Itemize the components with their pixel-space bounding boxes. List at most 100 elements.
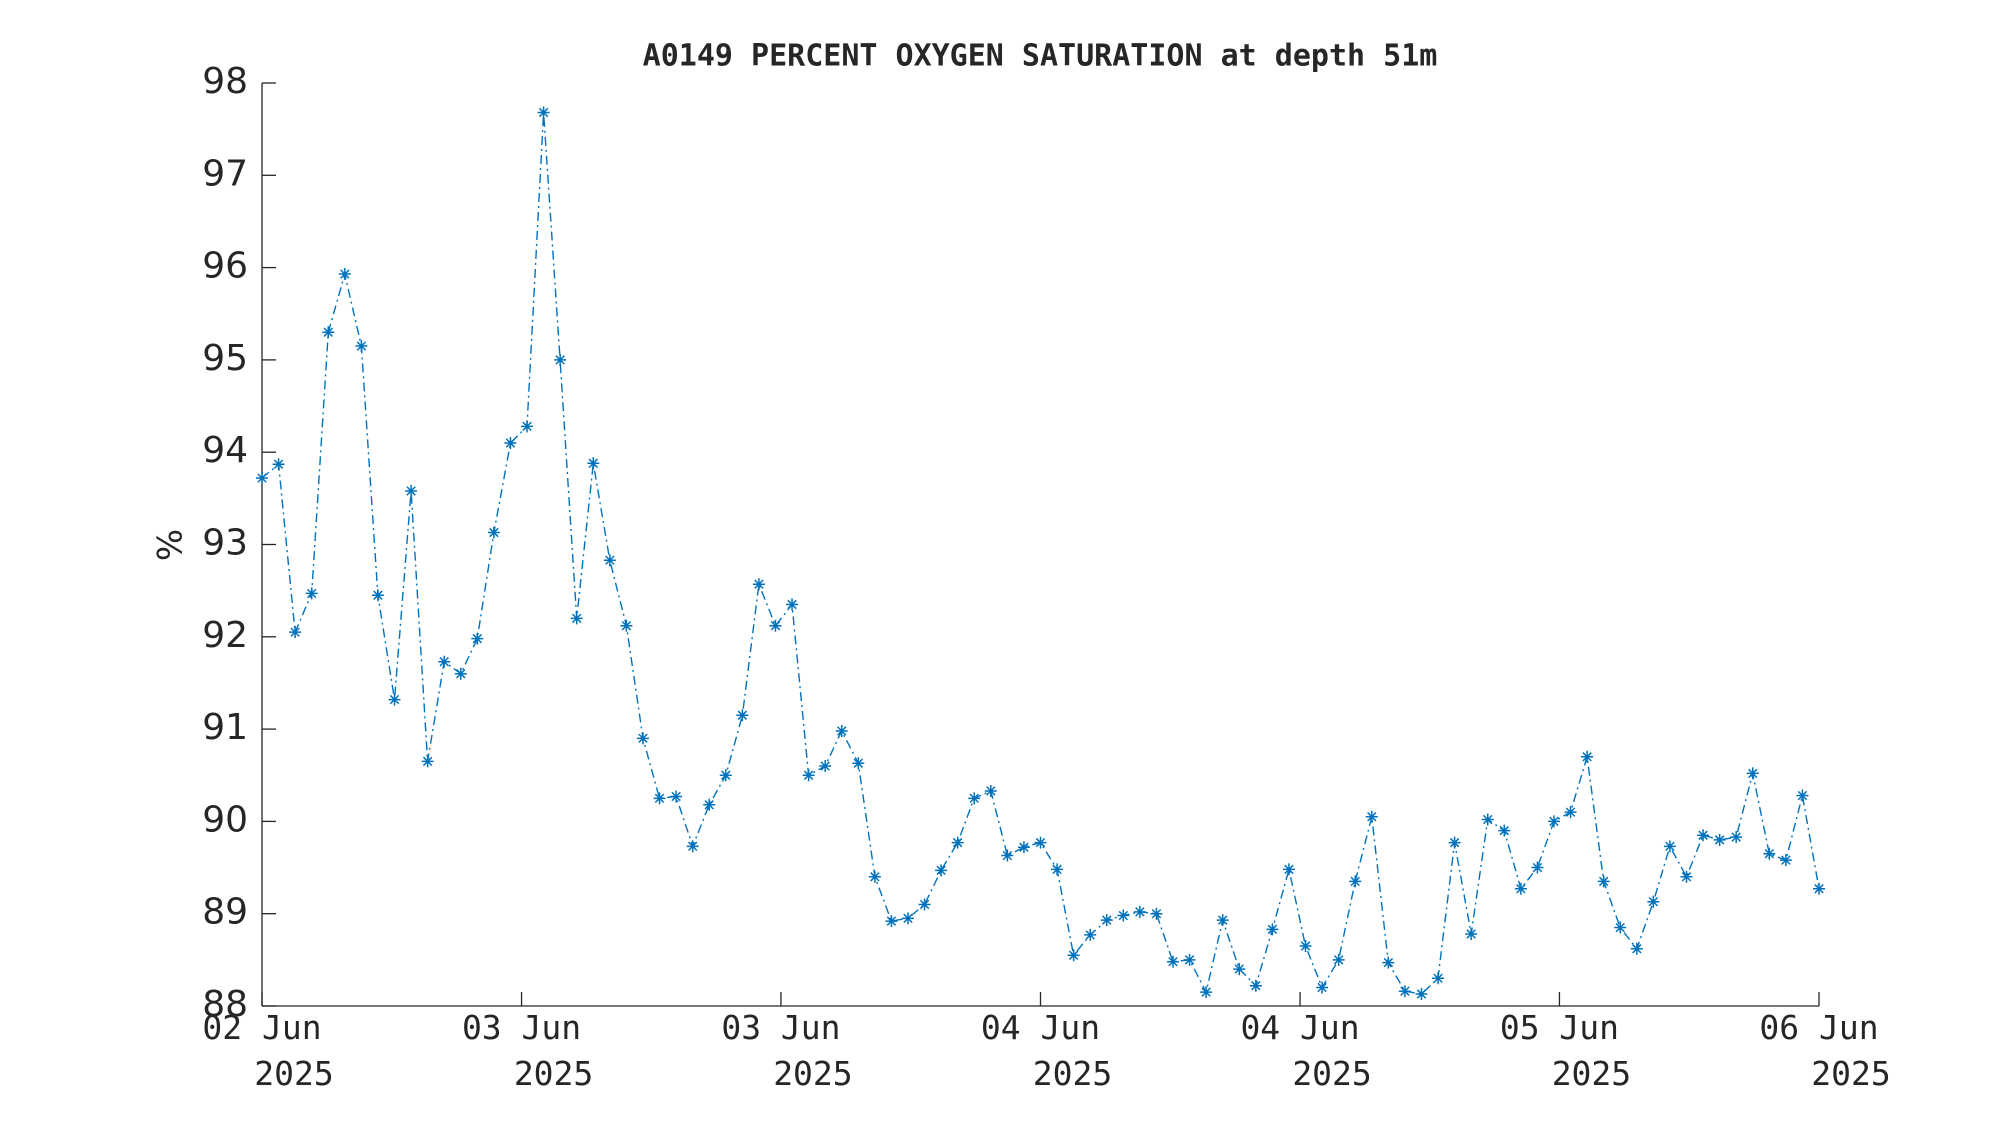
data-point (1299, 940, 1312, 953)
data-point (819, 760, 832, 773)
data-point (835, 724, 848, 737)
data-point (1647, 895, 1660, 908)
data-point (1001, 849, 1014, 862)
data-point (256, 472, 268, 485)
data-point (852, 757, 865, 770)
data-point (421, 755, 434, 768)
data-point (1680, 870, 1693, 883)
y-tick-label: 94 (202, 430, 248, 471)
data-point (1398, 985, 1411, 998)
data-point (1200, 986, 1213, 999)
data-point (388, 693, 401, 706)
data-point (703, 798, 716, 811)
data-point (487, 526, 500, 539)
data-point (537, 106, 550, 119)
data-point (1233, 963, 1246, 976)
data-point (1448, 836, 1461, 849)
x-tick-label: 04 Jun 2025 (981, 1008, 1112, 1093)
data-point (1051, 863, 1064, 876)
data-point (719, 769, 732, 782)
data-point (1597, 875, 1610, 888)
data-point (1465, 928, 1478, 941)
y-tick-label: 95 (202, 338, 248, 379)
data-point (1133, 905, 1146, 918)
x-tick-label: 03 Jun 2025 (462, 1008, 593, 1093)
data-point (1266, 923, 1279, 936)
data-point (1084, 928, 1097, 941)
data-point (670, 790, 683, 803)
data-point (736, 709, 749, 722)
data-point (554, 353, 567, 366)
data-point (1547, 815, 1560, 828)
y-tick-label: 88 (202, 984, 248, 1025)
data-point (1481, 813, 1494, 826)
y-tick-label: 89 (202, 892, 248, 933)
data-point (1531, 861, 1544, 874)
y-tick-label: 92 (202, 615, 248, 656)
y-tick-label: 91 (202, 707, 248, 748)
data-point (371, 589, 384, 602)
data-point (935, 864, 948, 877)
data-point (1763, 847, 1776, 860)
data-point (521, 420, 534, 433)
data-point (802, 769, 815, 782)
data-point (272, 458, 285, 471)
data-point (951, 836, 964, 849)
data-point (1514, 882, 1527, 895)
data-point (868, 870, 881, 883)
series-line (261, 112, 1820, 995)
data-point (438, 655, 451, 668)
data-point (338, 268, 351, 281)
data-point (1282, 863, 1295, 876)
data-point (1117, 909, 1130, 922)
data-point (289, 626, 302, 639)
data-point (686, 840, 699, 853)
data-point (1216, 914, 1229, 927)
x-tick-label: 04 Jun 2025 (1240, 1008, 1371, 1093)
data-point (1730, 831, 1743, 844)
data-point (752, 578, 765, 591)
y-tick-label: 93 (202, 523, 248, 564)
data-point (1813, 882, 1825, 895)
data-point (305, 587, 318, 600)
data-point (504, 436, 517, 449)
data-point (1415, 988, 1428, 1000)
data-point (1614, 921, 1627, 934)
data-point (1365, 810, 1378, 823)
data-point (1034, 836, 1047, 849)
data-point (587, 457, 600, 470)
data-point (918, 898, 931, 911)
data-point (636, 732, 649, 745)
data-point (885, 915, 898, 928)
data-point (901, 912, 914, 925)
y-axis-label: % (151, 529, 191, 561)
data-point (454, 667, 467, 680)
data-point (984, 784, 997, 797)
data-point (1017, 841, 1030, 854)
data-point (1316, 981, 1329, 994)
data-point (405, 484, 418, 497)
data-point (570, 612, 583, 625)
y-tick-label: 90 (202, 799, 248, 840)
data-point (1663, 840, 1676, 853)
data-point (1067, 949, 1080, 962)
data-point (1332, 953, 1345, 966)
x-tick-label: 05 Jun 2025 (1500, 1008, 1631, 1093)
data-point (1167, 955, 1180, 968)
data-point (1713, 833, 1726, 846)
data-point (769, 619, 782, 632)
data-point (1697, 829, 1710, 842)
data-point (786, 598, 799, 611)
y-tick-label: 98 (202, 61, 248, 102)
chart-title: A0149 PERCENT OXYGEN SATURATION at depth… (643, 39, 1438, 74)
x-tick-label: 02 Jun 2025 (202, 1008, 333, 1093)
y-tick-label: 97 (202, 153, 248, 194)
data-point (471, 632, 484, 645)
data-point (1432, 972, 1445, 985)
data-point (1796, 789, 1809, 802)
data-point (1100, 914, 1113, 927)
data-point (603, 554, 616, 567)
data-point (1498, 824, 1511, 837)
